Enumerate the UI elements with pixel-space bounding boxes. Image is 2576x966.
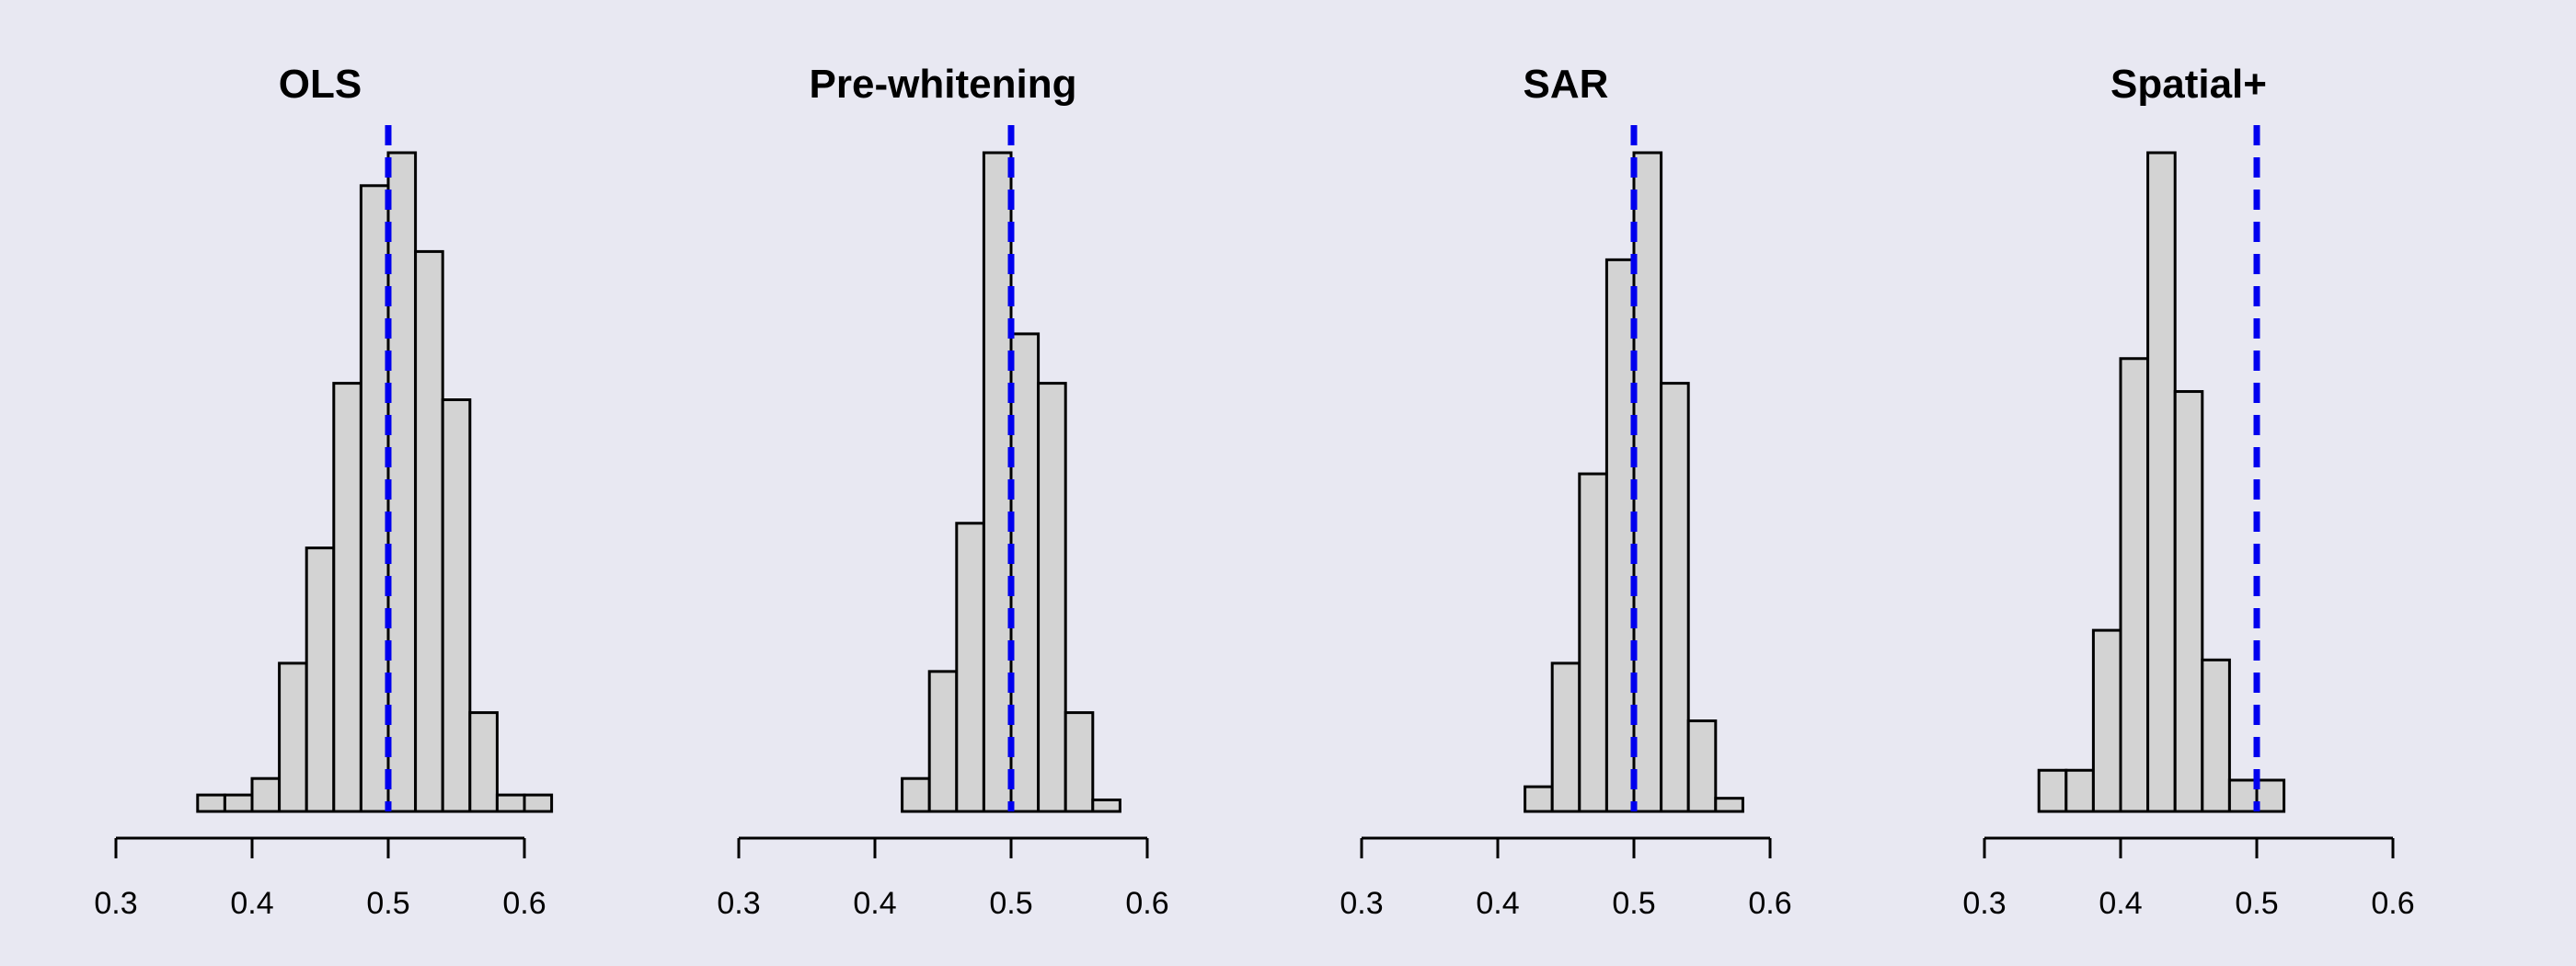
histogram-bar: [332, 382, 362, 813]
histogram-bar: [223, 793, 254, 813]
histogram-bar: [2064, 768, 2095, 813]
histogram-bar: [2119, 357, 2150, 813]
x-tick-label: 0.6: [1748, 886, 1791, 921]
x-tick-label: 0.4: [2099, 886, 2142, 921]
x-tick-label: 0.4: [853, 886, 896, 921]
x-tick-label: 0.3: [94, 886, 137, 921]
histogram-bar: [495, 793, 526, 813]
histogram-bar: [1009, 332, 1041, 813]
histogram-bar: [2227, 778, 2259, 813]
x-tick-label: 0.4: [1476, 886, 1519, 921]
histogram-bar: [1660, 382, 1690, 813]
histogram-bar: [1064, 711, 1095, 813]
x-tick-label: 0.6: [2371, 886, 2414, 921]
histogram-bar: [414, 249, 444, 813]
histogram-bar: [2091, 628, 2122, 813]
histogram-bar: [1524, 785, 1554, 813]
x-tick-label: 0.6: [1125, 886, 1168, 921]
histogram-bar: [196, 793, 226, 813]
histogram-bar: [2146, 151, 2177, 813]
histogram-bar: [982, 151, 1013, 813]
histogram-bar: [901, 776, 931, 813]
histogram-bar: [2037, 768, 2068, 813]
histogram-bar: [2201, 658, 2231, 813]
histogram-bar: [359, 184, 390, 813]
x-tick-label: 0.4: [230, 886, 273, 921]
histogram-bar: [386, 151, 418, 813]
panel-title: Pre-whitening: [810, 62, 1077, 107]
histogram-bar: [1632, 151, 1663, 813]
histogram-bar: [927, 670, 959, 813]
histogram-bar: [523, 793, 554, 813]
panel-title: SAR: [1524, 62, 1609, 107]
histogram-bar: [250, 776, 282, 813]
histogram-panel-4: 0.3 0.4 0.5 0.6 Spatial+: [1962, 62, 2414, 921]
x-tick-label: 0.5: [366, 886, 409, 921]
x-tick-label: 0.5: [1612, 886, 1655, 921]
histogram-bar: [2255, 778, 2286, 813]
histogram-bar: [441, 398, 472, 813]
panel-title: OLS: [279, 62, 362, 107]
histogram-panel-1: 0.3 0.4 0.5 0.6 OLS: [94, 62, 554, 921]
histogram-bar: [1550, 661, 1581, 813]
histogram-panel-2: 0.3 0.4 0.5 0.6 Pre-whitening: [717, 62, 1168, 921]
histogram-bar: [2173, 390, 2204, 813]
histogram-bar: [1714, 797, 1744, 813]
histogram-bar: [955, 522, 985, 813]
histogram-panel-3: 0.3 0.4 0.5 0.6 SAR: [1340, 62, 1791, 921]
x-tick-label: 0.6: [502, 886, 546, 921]
histogram-bar: [278, 661, 308, 813]
x-tick-label: 0.5: [989, 886, 1032, 921]
histogram-bar: [1578, 472, 1608, 813]
histogram-bar: [1037, 382, 1067, 813]
histogram-bar: [1686, 719, 1718, 813]
x-tick-label: 0.3: [1962, 886, 2006, 921]
x-tick-label: 0.3: [1340, 886, 1383, 921]
histogram-bar: [1091, 798, 1121, 813]
histogram-bar: [305, 546, 336, 813]
x-tick-label: 0.3: [717, 886, 760, 921]
x-tick-label: 0.5: [2235, 886, 2278, 921]
panel-title: Spatial+: [2110, 62, 2267, 107]
histogram-bar: [1604, 258, 1636, 813]
histogram-bar: [468, 711, 499, 813]
